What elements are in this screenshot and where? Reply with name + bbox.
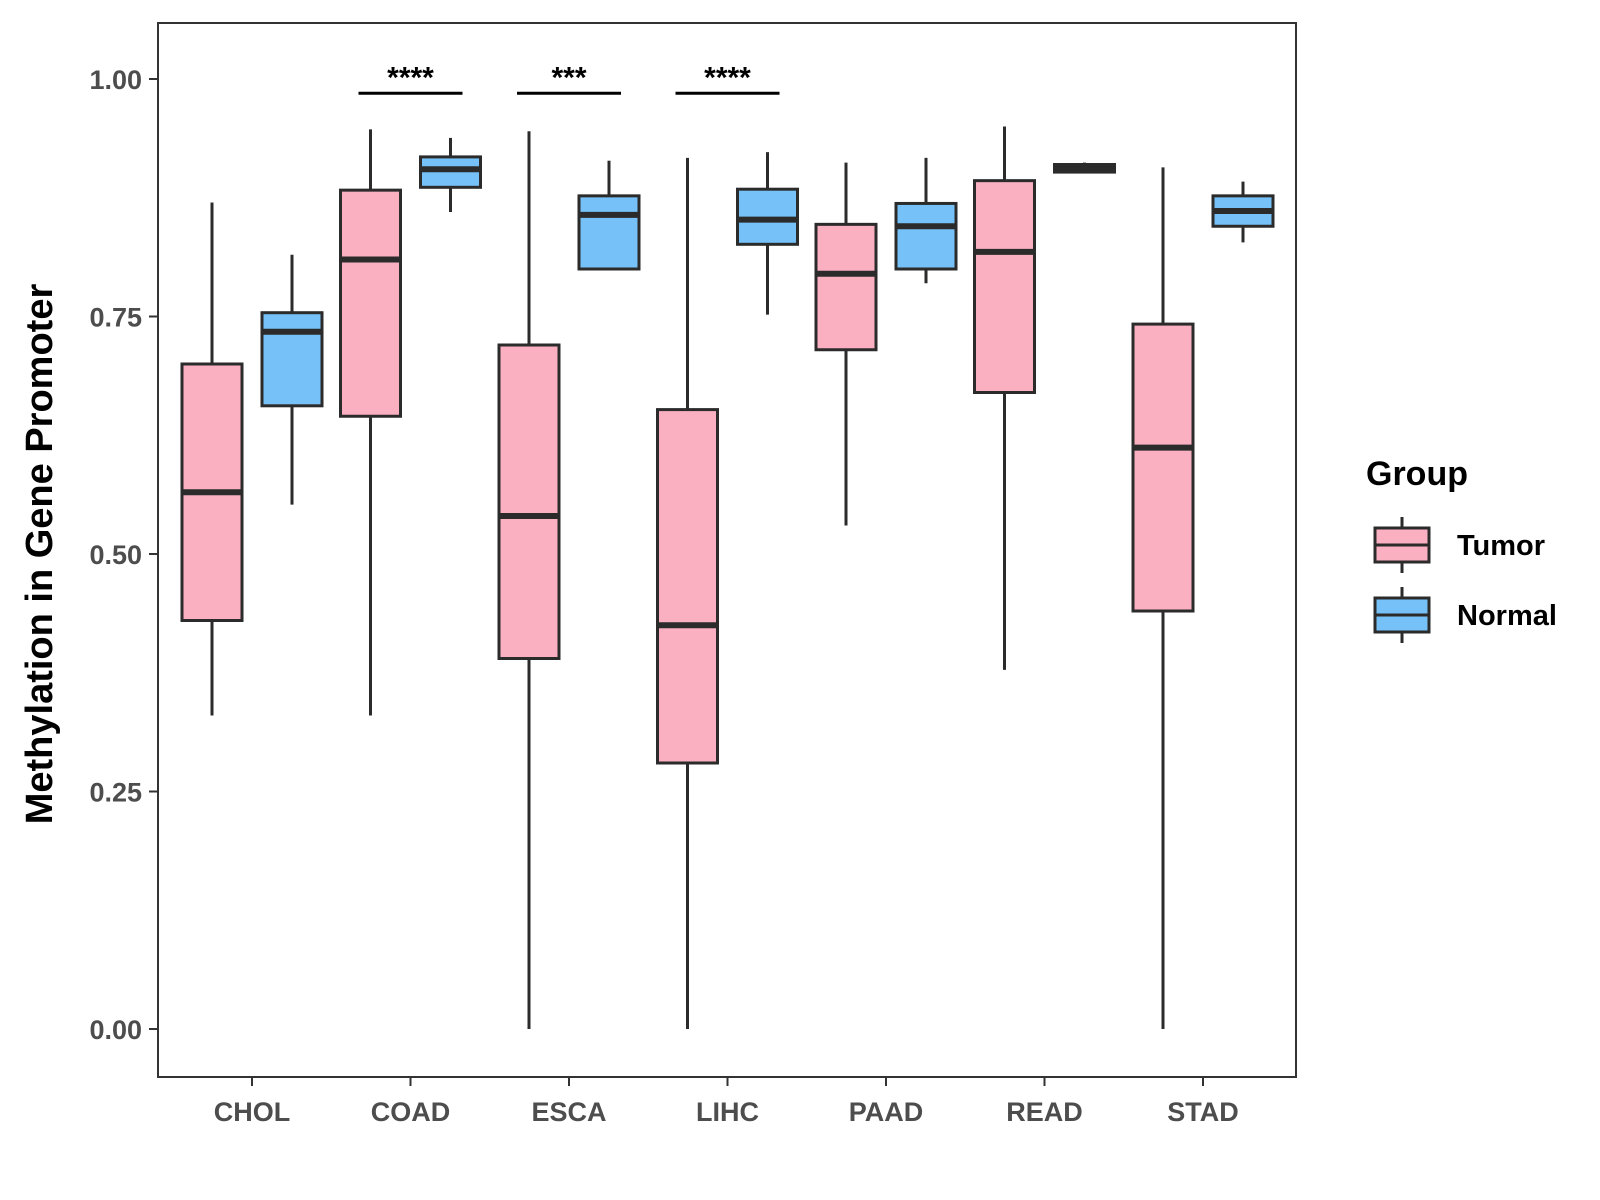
box-tumor-lihc — [656, 157, 719, 1029]
x-tick-label-lihc: LIHC — [696, 1097, 759, 1127]
x-tick-label-coad: COAD — [371, 1097, 451, 1127]
box-tumor-paad — [814, 162, 878, 526]
box-tumor-stad — [1131, 167, 1195, 1029]
box-tumor-esca — [497, 131, 561, 1029]
box-iqr — [339, 188, 402, 418]
legend-key-tumor — [1373, 517, 1431, 573]
box-iqr — [497, 343, 561, 660]
box-normal-stad — [1211, 181, 1275, 243]
box-normal-chol — [260, 254, 324, 505]
y-tick-label: 0.50 — [89, 540, 142, 570]
significance-label: *** — [551, 61, 586, 94]
box-normal-coad — [419, 137, 482, 212]
box-tumor-chol — [180, 202, 244, 716]
legend-key-normal — [1373, 587, 1431, 643]
x-tick-label-read: READ — [1006, 1097, 1083, 1127]
x-tick-label-chol: CHOL — [214, 1097, 291, 1127]
box-iqr — [894, 201, 958, 271]
significance-label: **** — [704, 61, 751, 94]
x-tick-label-paad: PAAD — [849, 1097, 924, 1127]
legend-label-tumor: Tumor — [1457, 530, 1545, 562]
y-tick-label: 0.25 — [89, 778, 142, 808]
plot-area: 0.00 0.25 0.50 0.75 1.00 CHOL COAD ESCA LIHC PAAD… — [89, 22, 1297, 1127]
y-tick-label: 0.00 — [89, 1015, 142, 1045]
y-axis-title: Methylation in Gene Promoter — [19, 284, 61, 825]
box-iqr — [1131, 322, 1195, 613]
box-iqr — [260, 311, 324, 408]
legend-label-normal: Normal — [1457, 600, 1557, 632]
x-tick-label-esca: ESCA — [531, 1097, 606, 1127]
box-normal-read — [1053, 162, 1116, 174]
y-tick-label: 0.75 — [89, 303, 142, 333]
box-normal-esca — [577, 160, 641, 271]
plot-panel-border — [157, 22, 1297, 1078]
legend-title: Group — [1366, 455, 1468, 493]
y-tick-label: 1.00 — [89, 65, 142, 95]
significance-label: **** — [387, 61, 434, 94]
x-tick-label-stad: STAD — [1167, 1097, 1239, 1127]
box-tumor-read — [973, 126, 1036, 670]
box-iqr — [577, 194, 641, 271]
box-iqr — [656, 408, 719, 765]
box-tumor-coad — [339, 129, 402, 716]
box-normal-paad — [894, 157, 958, 284]
legend: Group Tumor Normal — [1366, 455, 1557, 643]
box-iqr — [973, 179, 1036, 394]
box-iqr — [814, 222, 878, 352]
box-normal-lihc — [736, 152, 799, 315]
